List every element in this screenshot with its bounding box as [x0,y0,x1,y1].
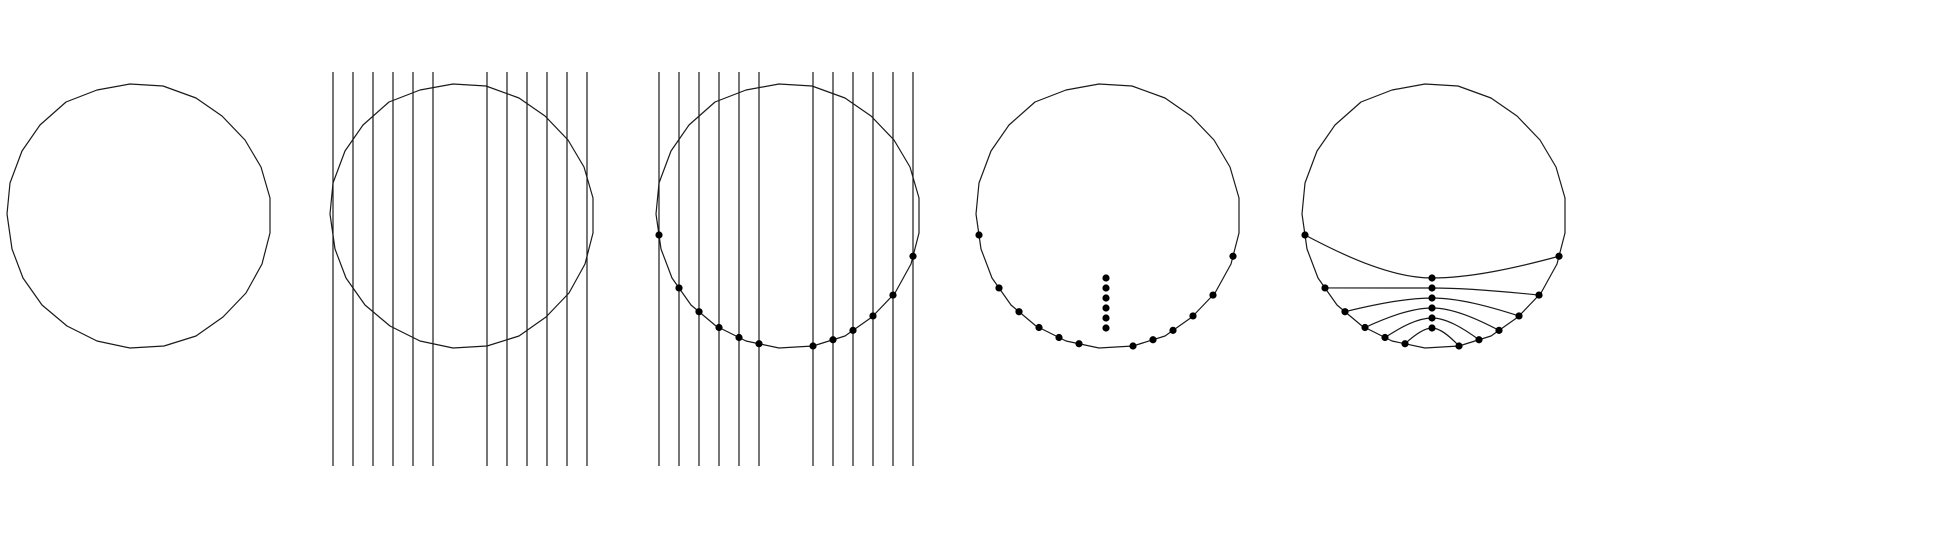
center-point [1102,274,1110,282]
circle-outline [6,83,271,349]
boundary-point [1055,333,1063,342]
center-point [1428,314,1436,322]
center-point [1102,324,1110,332]
boundary-point [1455,342,1463,350]
panel-3 [655,72,920,466]
center-point [1428,324,1436,332]
boundary-point [1075,340,1083,348]
boundary-point [1035,323,1043,332]
boundary-point [829,336,837,344]
boundary-point [1149,336,1157,344]
boundary-point [1209,291,1217,299]
panel-1 [6,83,271,349]
boundary-point [1475,336,1483,344]
circle-outline [655,83,920,349]
boundary-point [1301,231,1309,239]
boundary-point [1401,340,1409,348]
boundary-point [909,252,917,260]
boundary-point [1515,312,1523,320]
center-point [1102,294,1110,302]
boundary-point [849,326,857,334]
boundary-point [1229,252,1237,260]
boundary-point [1341,308,1349,316]
center-point [1428,274,1436,282]
boundary-point [1321,284,1329,292]
boundary-point [1495,326,1503,334]
circle-outline [329,83,594,349]
boundary-point [1129,342,1137,350]
center-point [1102,304,1110,312]
center-point [1428,294,1436,302]
boundary-point [1189,312,1197,320]
circle-outline [975,83,1240,349]
boundary-point [869,312,877,320]
boundary-point [1015,308,1023,316]
boundary-point [1555,252,1563,260]
center-point [1102,284,1110,292]
center-point [1102,314,1110,322]
panel-4 [975,83,1240,350]
boundary-point [889,291,897,299]
boundary-point [735,333,743,342]
boundary-point [675,284,683,292]
boundary-point [1169,326,1177,334]
boundary-point [1361,323,1369,332]
circle-outline [1301,83,1566,349]
boundary-point [809,342,817,350]
boundary-point [1381,333,1389,342]
boundary-point [655,231,663,239]
connecting-curve [1304,234,1560,279]
boundary-point [995,284,1003,292]
center-point [1428,304,1436,312]
panel-2 [329,72,594,466]
boundary-point [715,323,723,332]
boundary-point [975,231,983,239]
panel-5 [1301,83,1566,350]
center-point [1428,284,1436,292]
boundary-point [695,308,703,316]
boundary-point [755,340,763,348]
boundary-point [1535,291,1543,299]
